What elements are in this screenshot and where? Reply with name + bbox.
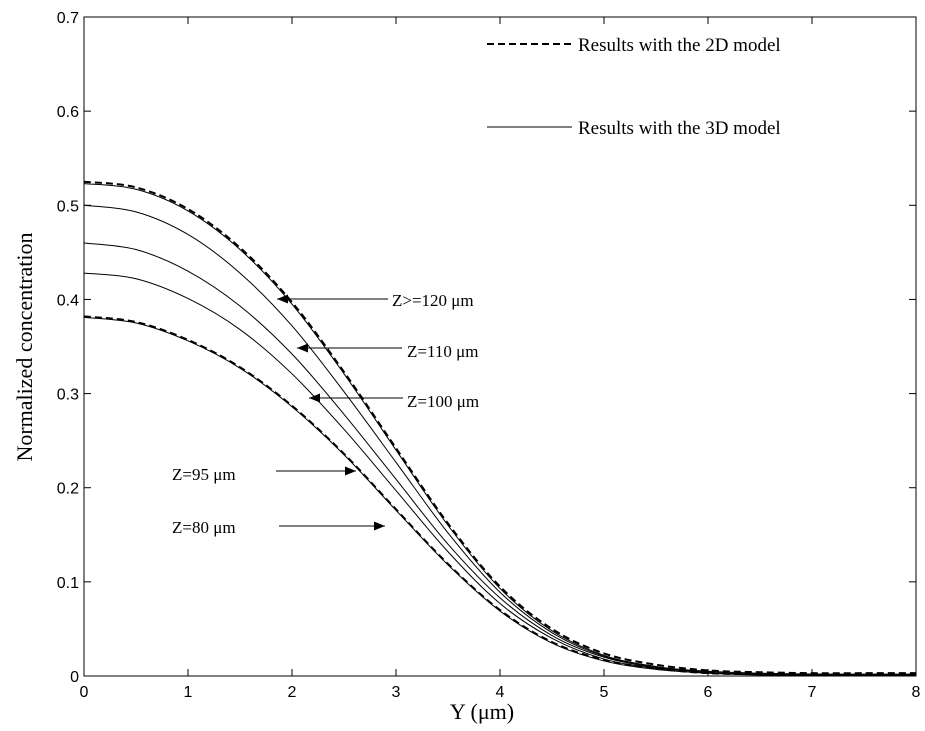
y-tick-label: 0.7 [57, 10, 79, 27]
series-line-3d-2 [83, 204, 917, 676]
annotation-label: Z=80 μm [172, 518, 236, 537]
legend: Results with the 2D model Results with t… [487, 35, 781, 139]
y-tick-label: 0.6 [57, 104, 79, 121]
series-line-2d-5 [83, 315, 916, 677]
series-line-2d-0 [83, 180, 916, 675]
axes-layer: 0 1 2 3 4 5 6 7 8 0 0.1 0.2 0.3 0.4 0.5 0.6 0.7 [57, 10, 921, 701]
annotation-arrowhead [345, 466, 356, 476]
x-axis-label: Y (μm) [450, 699, 514, 724]
x-tick-label: 0 [80, 684, 89, 701]
series-layer [83, 180, 917, 677]
x-tick-label: 8 [912, 684, 921, 701]
series-line-3d-1 [83, 183, 916, 675]
annotation-arrowhead [374, 521, 385, 531]
y-tick-label: 0.1 [57, 575, 79, 592]
y-tick-label: 0 [70, 669, 79, 686]
y-tick-label: 0.4 [57, 292, 79, 309]
legend-label-2d: Results with the 2D model [578, 35, 781, 56]
legend-label-3d: Results with the 3D model [578, 118, 781, 139]
plot-frame [83, 16, 917, 677]
y-tick-label: 0.2 [57, 481, 79, 498]
annotation-arrowhead [309, 393, 320, 403]
annotation-label: Z=95 μm [172, 465, 236, 484]
y-tick-label: 0.3 [57, 387, 79, 404]
series-line-3d-6 [83, 316, 916, 676]
x-tick-label: 6 [704, 684, 713, 701]
annotation-layer: Z>=120 μm Z=110 μm Z=100 μm Z=95 μm Z=80 μm [172, 291, 479, 537]
annotation-arrowhead [297, 343, 308, 353]
annotation-arrowhead [277, 294, 288, 304]
x-tick-label: 2 [288, 684, 297, 701]
y-axis-label: Normalized concentration [12, 232, 37, 461]
x-tick-label: 4 [496, 684, 505, 701]
y-tick-label: 0.5 [57, 198, 79, 215]
x-tick-label: 3 [392, 684, 401, 701]
annotation-label: Z>=120 μm [392, 291, 474, 310]
annotation-label: Z=110 μm [407, 342, 478, 361]
annotation-label: Z=100 μm [407, 392, 479, 411]
x-tick-label: 7 [808, 684, 817, 701]
x-tick-label: 5 [600, 684, 609, 701]
x-tick-label: 1 [184, 684, 193, 701]
